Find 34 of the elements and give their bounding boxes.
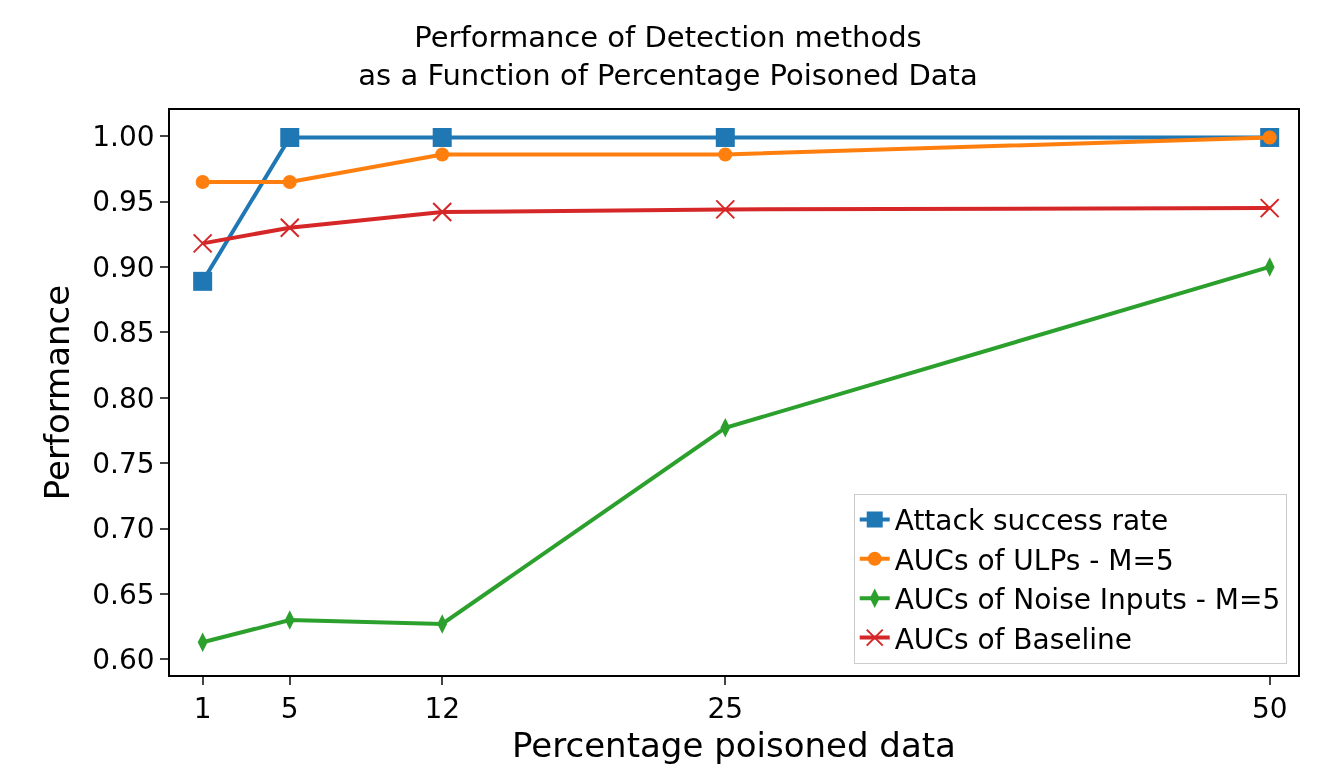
point [192,233,213,254]
point [432,127,452,147]
x-tick-label: 5 [280,692,299,726]
point [193,271,213,291]
y-tick-label: 0.90 [92,250,155,284]
y-axis-title: Performance [37,284,78,501]
legend-label: AUCs of Noise Inputs - M=5 [894,583,1281,617]
legend-label: AUCs of ULPs - M=5 [894,543,1174,577]
point [279,217,300,238]
x-tick-label: 25 [707,692,744,726]
y-tick-label: 0.65 [92,577,155,611]
x-tick-label: 1 [193,692,212,726]
y-tick-label: 1.00 [92,119,155,153]
point [195,174,210,189]
point [715,199,736,220]
y-tick-label: 0.70 [92,512,155,546]
y-tick-label: 0.75 [92,446,155,480]
legend-label: Attack success rate [894,504,1169,538]
point [435,147,450,162]
point [718,147,733,162]
y-tick-label: 0.80 [92,381,155,415]
point [282,174,297,189]
x-tick-label: 12 [424,692,461,726]
y-tick-label: 0.85 [92,316,155,350]
point [280,127,300,147]
y-tick-label: 0.95 [92,185,155,219]
chart-title: Performance of Detection methods as a Function of Percentage Poisoned Data [358,19,978,92]
legend-label: AUCs of Baseline [894,622,1133,656]
point [1259,198,1280,219]
y-tick-label: 0.60 [92,643,155,677]
x-tick-label: 50 [1251,692,1288,726]
x-axis-title: Percentage poisoned data [512,725,956,766]
point [715,127,735,147]
point [432,202,453,223]
